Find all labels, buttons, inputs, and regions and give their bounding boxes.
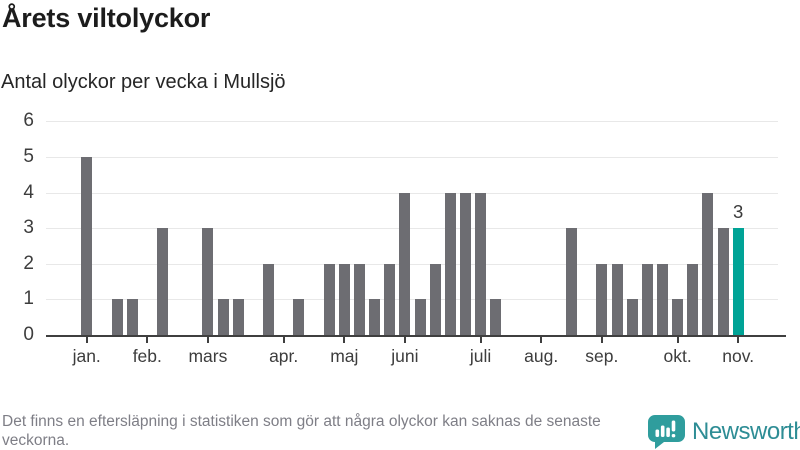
bar: [232, 299, 244, 335]
bar: [369, 299, 381, 335]
x-tick-mark: [403, 337, 406, 343]
bar: [202, 228, 214, 335]
y-tick-label: 2: [23, 252, 34, 274]
bar: [444, 192, 456, 335]
bar: [429, 263, 441, 335]
bar: [217, 299, 229, 335]
x-tick-label: jan.: [72, 346, 101, 366]
x-tick-mark: [343, 337, 346, 343]
bar: [263, 263, 274, 335]
x-tick-label: okt.: [663, 346, 692, 366]
bar: [293, 299, 305, 335]
x-tick-mark: [85, 337, 88, 343]
gridline: [46, 299, 778, 301]
bar: [353, 263, 365, 335]
x-tick-label: maj: [330, 346, 359, 366]
bar: [81, 157, 93, 335]
gridline: [46, 263, 778, 265]
x-tick-mark: [600, 337, 603, 343]
y-tick-label: 4: [23, 181, 34, 203]
x-tick-mark: [737, 337, 740, 343]
bar: [414, 299, 426, 335]
x-axis-line: [46, 335, 786, 337]
bar-value-label: 3: [733, 201, 744, 223]
bar: [687, 263, 699, 335]
bar: [459, 192, 471, 335]
bar: [641, 263, 653, 335]
gridline: [46, 192, 778, 194]
bar: [702, 192, 714, 335]
newsworthy-logo: Newsworthy: [648, 415, 800, 449]
y-tick-label: 5: [23, 146, 34, 167]
x-tick-mark: [479, 337, 482, 343]
x-tick-label: nov.: [722, 346, 755, 366]
bar: [126, 299, 138, 335]
chart-subtitle: Antal olyckor per vecka i Mullsjö: [1, 71, 286, 93]
bar: [656, 263, 668, 335]
x-tick-mark: [206, 337, 209, 343]
bar: [490, 299, 502, 335]
bar: [111, 299, 123, 335]
bar: [323, 263, 335, 335]
bar: [672, 299, 684, 335]
x-tick-label: apr.: [269, 346, 299, 366]
x-tick-mark: [540, 337, 543, 343]
bar: [611, 263, 623, 335]
brand-name: Newsworthy: [692, 418, 800, 445]
footnote: Det finns en eftersläpning i statistiken…: [2, 413, 601, 449]
y-tick-label: 1: [23, 288, 34, 310]
y-tick-label: 3: [23, 217, 34, 239]
bar: [566, 228, 577, 335]
gridline: [46, 121, 778, 123]
y-tick-label: 0: [23, 324, 34, 345]
x-tick-label: sep.: [585, 346, 619, 366]
page-title: Årets viltolyckor: [2, 3, 211, 33]
x-tick-label: aug.: [524, 346, 559, 366]
x-tick-label: juli: [469, 346, 492, 366]
gridline: [46, 228, 778, 230]
bar: [399, 192, 411, 335]
bar: [717, 228, 729, 335]
x-tick-label: feb.: [132, 346, 162, 366]
bar: [475, 192, 487, 335]
y-tick-label: 6: [23, 110, 34, 132]
bar: [596, 263, 608, 335]
x-tick-mark: [146, 337, 149, 343]
bar: [626, 299, 638, 335]
x-tick-label: juni: [391, 346, 419, 366]
newsworthy-speech-bubble-bar-chart-icon: [648, 415, 685, 449]
x-tick-label: mars: [188, 346, 228, 366]
x-tick-mark: [676, 337, 679, 343]
x-tick-mark: [282, 337, 285, 343]
bar: [338, 263, 350, 335]
gridline: [46, 157, 778, 158]
bar: [156, 228, 168, 335]
bar: [384, 263, 396, 335]
bar: [732, 228, 744, 335]
